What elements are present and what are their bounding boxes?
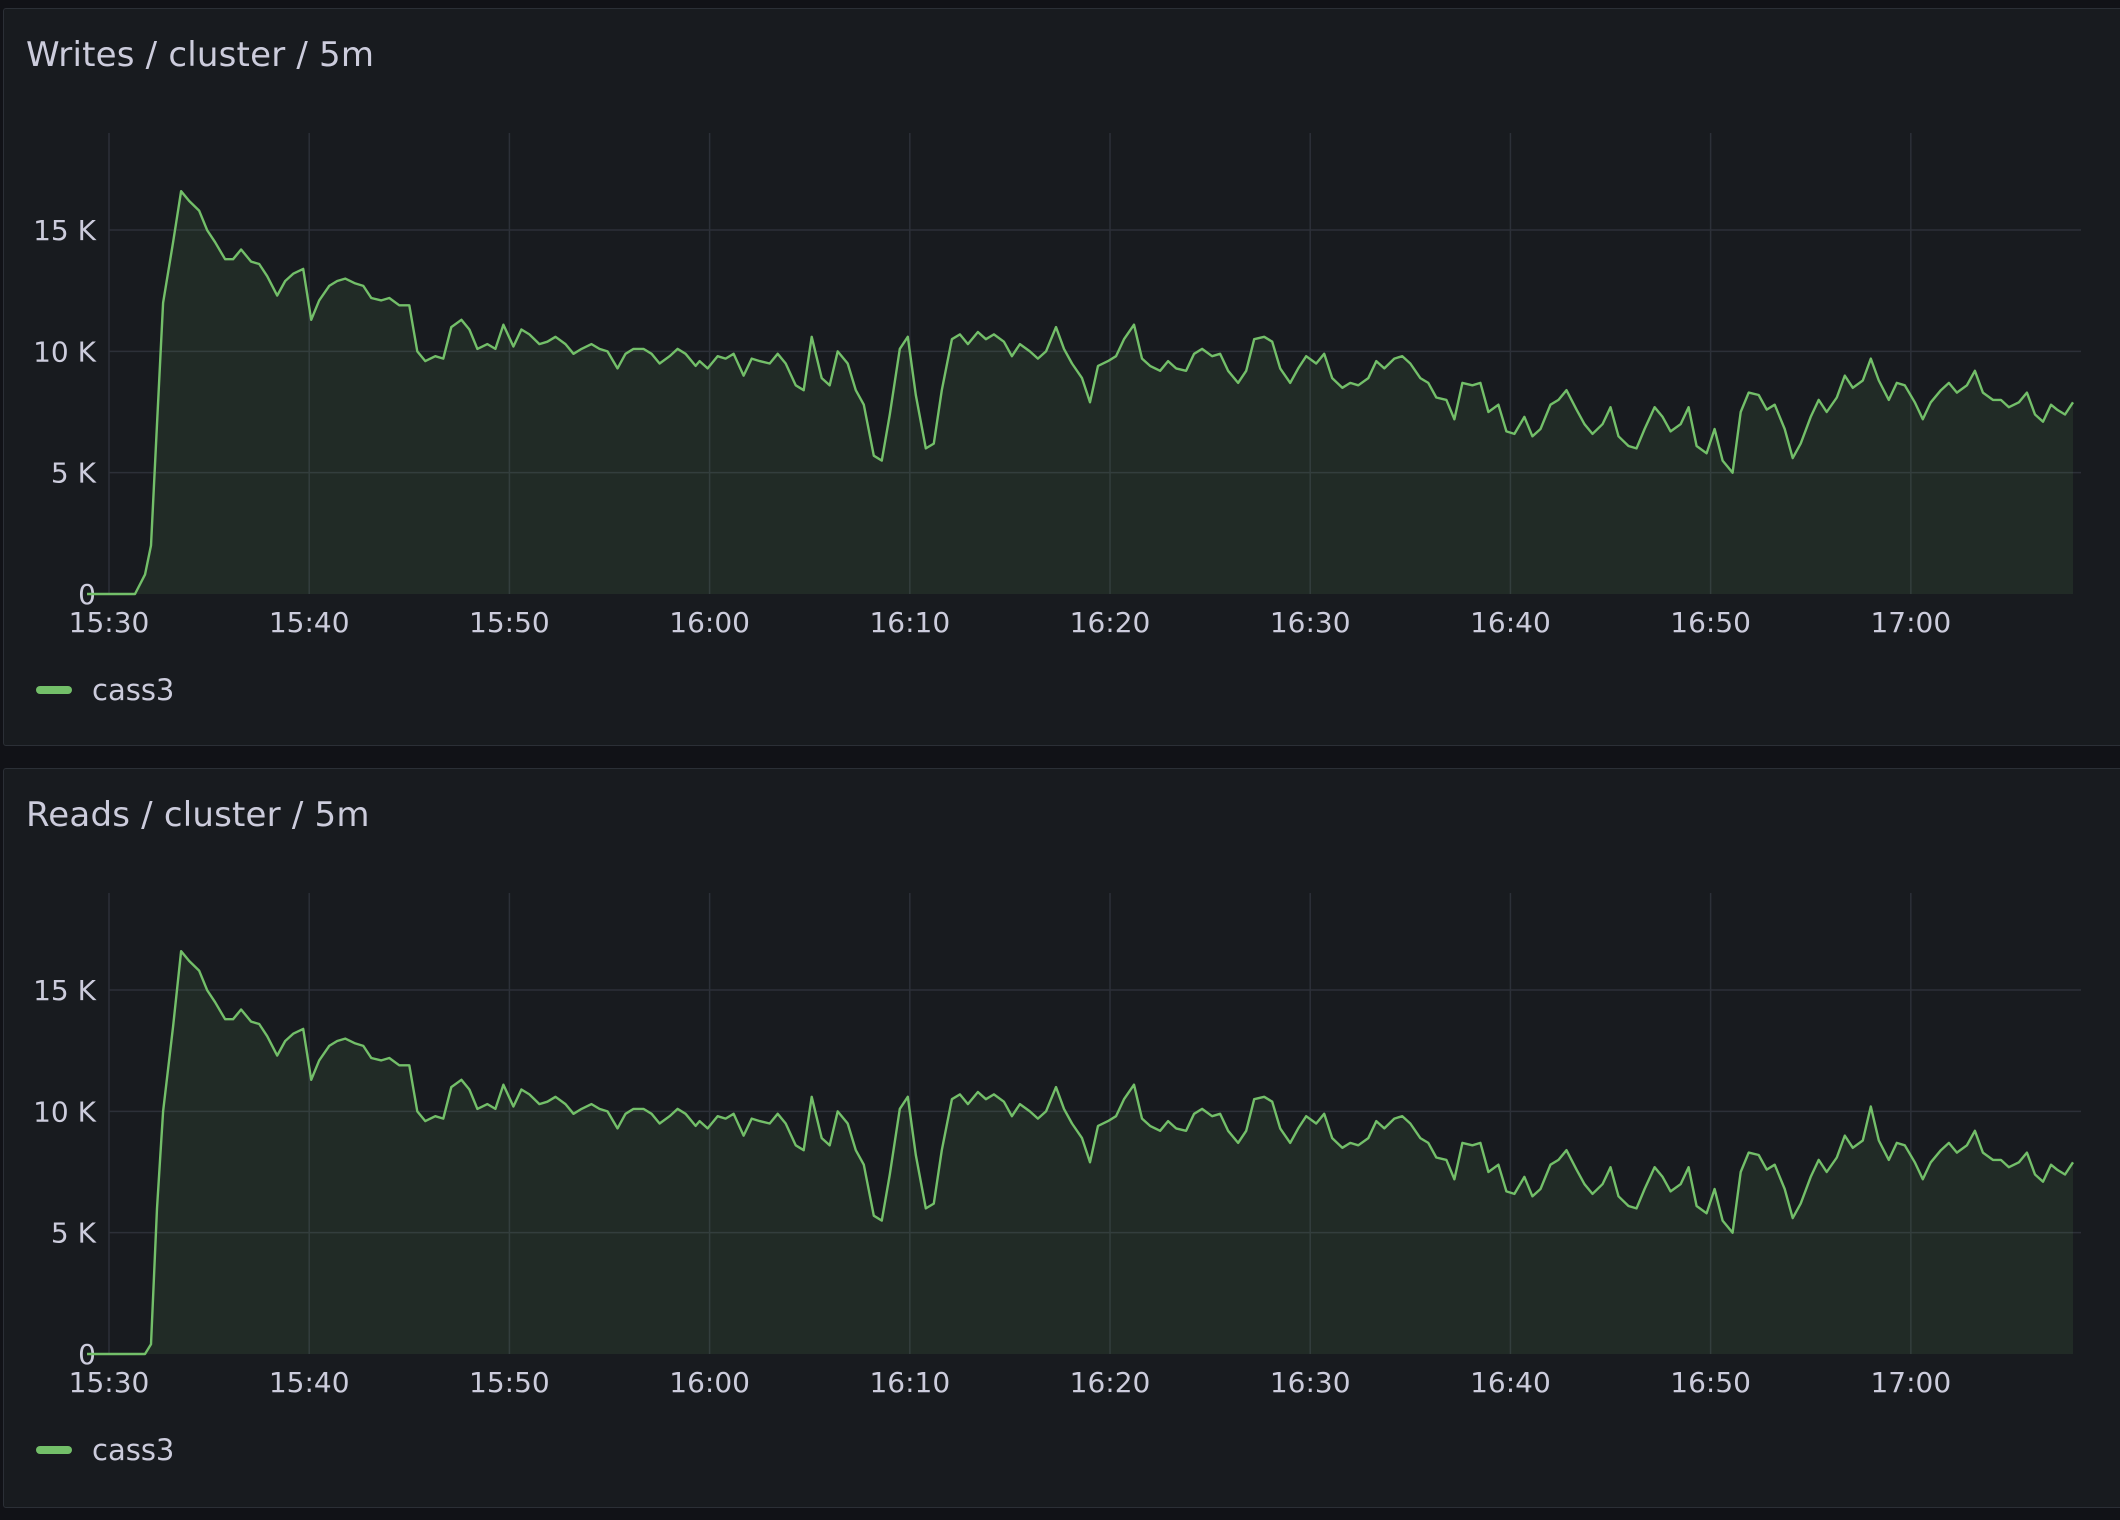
y-tick-label: 10 K bbox=[33, 335, 97, 368]
x-tick-label: 16:50 bbox=[1670, 606, 1751, 639]
x-tick-label: 17:00 bbox=[1870, 1366, 1951, 1399]
series-line bbox=[87, 190, 2075, 596]
y-tick-label: 10 K bbox=[33, 1095, 97, 1128]
x-tick-label: 16:00 bbox=[669, 1366, 750, 1399]
writes-chart: 15:30 15:40 15:50 16:00 16:10 16:20 16:30 16:40… bbox=[33, 133, 2081, 639]
x-tick-label: 15:50 bbox=[469, 606, 550, 639]
reads-panel: Reads / cluster / 5m 15:30 15:40 15:50 16:0… bbox=[3, 768, 2120, 1508]
x-tick-label: 16:40 bbox=[1470, 606, 1551, 639]
y-tick-label: 5 K bbox=[51, 457, 97, 490]
legend-item-cass3[interactable]: cass3 bbox=[36, 1433, 174, 1467]
legend-swatch bbox=[36, 686, 72, 694]
x-tick-label: 16:20 bbox=[1070, 1366, 1151, 1399]
x-tick-label: 16:20 bbox=[1070, 606, 1151, 639]
y-tick-label: 5 K bbox=[51, 1217, 97, 1250]
legend-label: cass3 bbox=[92, 673, 175, 707]
series-area bbox=[87, 951, 2073, 1354]
x-tick-label: 16:10 bbox=[869, 1366, 950, 1399]
panel-title[interactable]: Writes / cluster / 5m bbox=[26, 35, 375, 75]
x-tick-label: 16:50 bbox=[1670, 1366, 1751, 1399]
x-tick-label: 15:40 bbox=[269, 606, 350, 639]
x-tick-label: 15:50 bbox=[469, 1366, 550, 1399]
panel-title[interactable]: Reads / cluster / 5m bbox=[26, 795, 370, 835]
x-tick-label: 16:30 bbox=[1270, 1366, 1351, 1399]
x-tick-label: 15:30 bbox=[69, 1366, 150, 1399]
reads-chart: 15:30 15:40 15:50 16:00 16:10 16:20 16:30 16:40… bbox=[33, 893, 2081, 1399]
legend-swatch bbox=[36, 1446, 72, 1454]
y-tick-label: 15 K bbox=[33, 214, 97, 247]
x-tick-label: 16:40 bbox=[1470, 1366, 1551, 1399]
x-tick-label: 15:40 bbox=[269, 1366, 350, 1399]
series-line bbox=[87, 950, 2075, 1356]
series-area bbox=[87, 191, 2073, 594]
x-tick-label: 15:30 bbox=[69, 606, 150, 639]
x-tick-label: 16:00 bbox=[669, 606, 750, 639]
legend-item-cass3[interactable]: cass3 bbox=[36, 673, 174, 707]
writes-panel: Writes / cluster / 5m 15:30 15:40 15:50 16:… bbox=[3, 8, 2120, 746]
y-tick-label: 15 K bbox=[33, 974, 97, 1007]
x-tick-label: 17:00 bbox=[1870, 606, 1951, 639]
legend-label: cass3 bbox=[92, 1433, 175, 1467]
x-tick-label: 16:30 bbox=[1270, 606, 1351, 639]
x-tick-label: 16:10 bbox=[869, 606, 950, 639]
